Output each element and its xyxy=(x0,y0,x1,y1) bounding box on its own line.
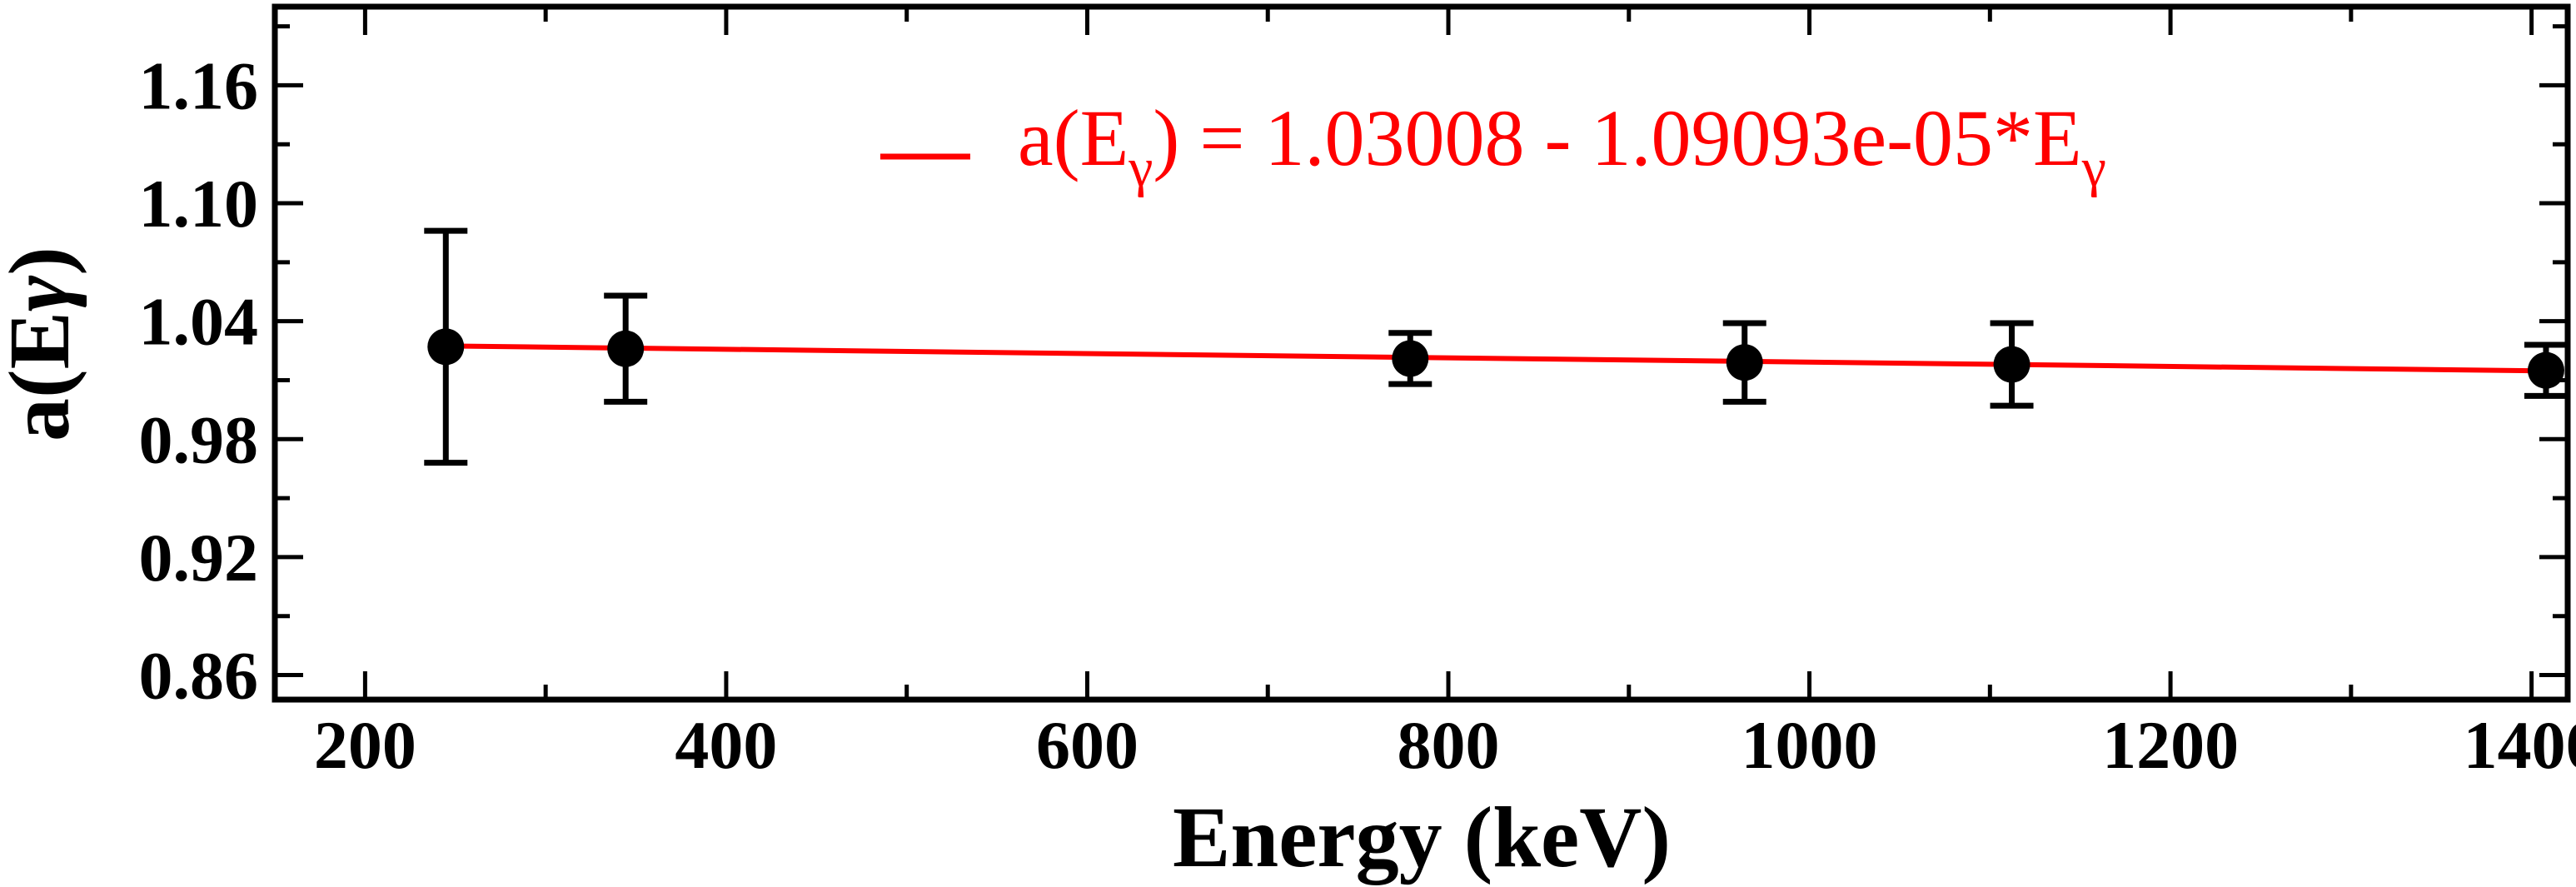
legend-text-part: ) = 1.03008 - 1.09093e-05*E xyxy=(1153,93,2081,182)
data-point xyxy=(2527,351,2564,389)
y-tick-label: 0.86 xyxy=(139,637,259,713)
y-axis-title-symbol: γ xyxy=(0,275,87,311)
data-point-group xyxy=(604,292,648,405)
data-point-group xyxy=(2524,341,2568,399)
y-tick-label: 0.92 xyxy=(139,520,259,595)
legend-label: a(Eγ) = 1.03008 - 1.09093e-05*Eγ xyxy=(1018,93,2106,198)
data-point-group xyxy=(1388,330,1432,387)
y-axis-title-main: a(E xyxy=(0,311,87,441)
data-point-group xyxy=(1990,320,2034,409)
data-point-group xyxy=(424,227,468,466)
legend-text-part: a(E xyxy=(1018,93,1129,182)
x-tick-label: 600 xyxy=(1036,707,1139,783)
y-tick-label: 1.04 xyxy=(139,284,259,360)
data-point xyxy=(1993,346,2030,383)
data-point xyxy=(427,328,465,366)
x-tick-label: 1200 xyxy=(2102,707,2239,783)
fit-line-layer xyxy=(446,343,2547,374)
legend-subscript: γ xyxy=(2081,137,2106,198)
data-point xyxy=(607,330,645,367)
y-tick-label: 1.10 xyxy=(139,166,259,242)
x-tick-label: 400 xyxy=(675,707,777,783)
y-axis-title-close: ) xyxy=(0,247,87,276)
x-tick-label: 800 xyxy=(1398,707,1500,783)
data-point-group xyxy=(1722,320,1766,405)
legend-subscript: γ xyxy=(1128,137,1153,198)
y-tick-label: 0.98 xyxy=(139,401,259,477)
data-points-layer xyxy=(424,227,2568,466)
data-point xyxy=(1392,340,1429,377)
y-tick-label: 1.16 xyxy=(139,47,259,123)
labels-layer: Energy (keV) a(Eγ) 200 400 600 800 1000 1200 1… xyxy=(0,47,2576,885)
axes-layer xyxy=(272,3,2571,703)
y-axis-title: a(Eγ) xyxy=(0,247,87,441)
data-point xyxy=(1726,344,1763,381)
x-axis-title: Energy (keV) xyxy=(1173,790,1671,885)
plot-frame xyxy=(272,3,2571,703)
fit-line xyxy=(446,343,2547,374)
x-tick-label: 200 xyxy=(314,707,416,783)
x-tick-label: 1000 xyxy=(1741,707,1878,783)
legend: a(Eγ) = 1.03008 - 1.09093e-05*Eγ xyxy=(880,93,2106,198)
